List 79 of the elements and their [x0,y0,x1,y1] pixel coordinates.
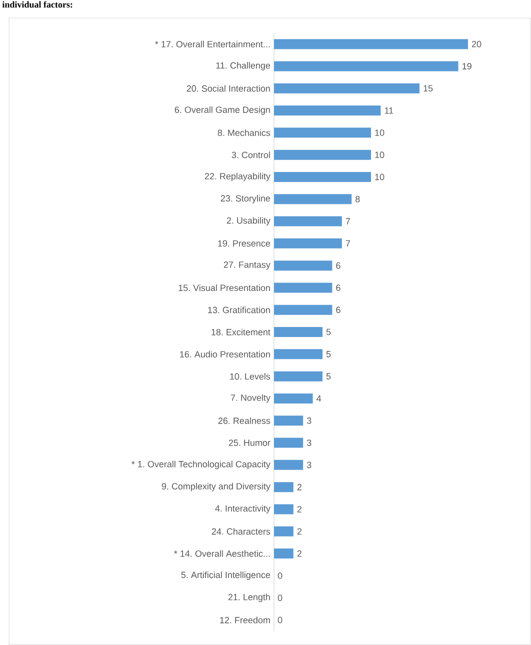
bar [274,128,371,138]
data-label: 3 [306,417,312,424]
y-tick-label: 16. Audio Presentation [180,350,270,358]
y-tick-label: 13. Gratification [208,306,270,314]
bar [274,482,294,492]
bar [274,371,322,382]
y-tick-label: 6. Overall Game Design [174,106,270,115]
data-label: 10 [375,152,384,158]
y-tick-label: * 1. Overall Technological Capacity [132,460,270,470]
y-tick-label: 12. Freedom [220,616,270,624]
data-label: 20 [472,40,482,48]
bar [274,61,458,72]
data-label: 3 [306,462,312,468]
data-label: 5 [326,373,331,380]
y-tick-label: 2. Usability [226,217,270,226]
bar [274,238,342,248]
y-tick-label: * 14. Overall Aesthetic... [174,550,270,557]
bar [274,172,371,182]
data-label: 6 [336,306,340,314]
bar [274,460,304,470]
data-label: 7 [346,218,350,224]
y-tick-label: 26. Realness [218,417,270,424]
y-tick-label: 27. Fantasy [224,261,270,270]
bar [274,304,332,315]
data-label: 0 [278,572,282,579]
y-tick-label: 7. Novelty [230,394,270,403]
data-label: 3 [306,440,312,446]
y-tick-label: 3. Control [232,152,270,158]
bar [274,194,352,204]
bar [274,150,371,160]
bar [274,282,332,293]
y-tick-label: 18. Excitement [212,328,270,336]
y-tick-label: 15. Visual Presentation [178,284,270,292]
data-label: 6 [336,262,340,269]
bar [274,526,294,536]
text: individual factors: [2,1,72,8]
bar [274,216,342,226]
data-label: 10 [375,174,384,180]
bar [274,349,322,360]
bar [274,260,332,271]
bar [274,39,468,50]
data-label: 2 [297,550,302,557]
data-label: 15 [424,85,433,92]
data-label: 0 [278,594,282,602]
y-tick-label: 20. Social Interaction [186,85,270,92]
bar [274,393,313,404]
bar [274,548,294,559]
data-label: 2 [297,484,302,490]
bar [274,504,294,514]
y-tick-label: 24. Characters [212,528,270,535]
bar [274,83,420,94]
y-tick-label: 8. Mechanics [218,129,270,136]
bar [274,106,381,116]
y-tick-label: 5. Artificial Intelligence [181,571,270,580]
y-tick-label: 4. Interactivity [215,505,270,514]
bar [274,438,304,448]
data-label: 2 [297,528,302,535]
y-tick-label: 25. Humor [228,440,270,446]
y-tick-label: 23. Storyline [220,194,270,204]
data-label: 19 [462,63,472,70]
data-label: 5 [326,328,331,336]
y-tick-label: 9. Complexity and Diversity [162,482,270,492]
y-tick-label: 10. Levels [230,373,270,380]
y-tick-label: 11. Challenge [216,62,270,70]
data-label: 7 [346,240,350,247]
data-label: 2 [297,506,302,512]
y-tick-label: 19. Presence [218,240,270,247]
data-label: 10 [375,129,384,136]
data-label: 8 [356,196,360,202]
bar [274,416,304,426]
y-tick-label: 22. Replayability [204,172,270,182]
y-tick-label: * 17. Overall Entertainment... [155,40,270,48]
data-label: 0 [278,616,282,624]
y-tick-label: 21. Length [228,594,270,602]
data-label: 11 [384,107,394,114]
data-label: 6 [336,284,340,291]
data-label: 5 [326,351,331,358]
data-label: 4 [316,395,322,402]
bar [274,327,322,338]
